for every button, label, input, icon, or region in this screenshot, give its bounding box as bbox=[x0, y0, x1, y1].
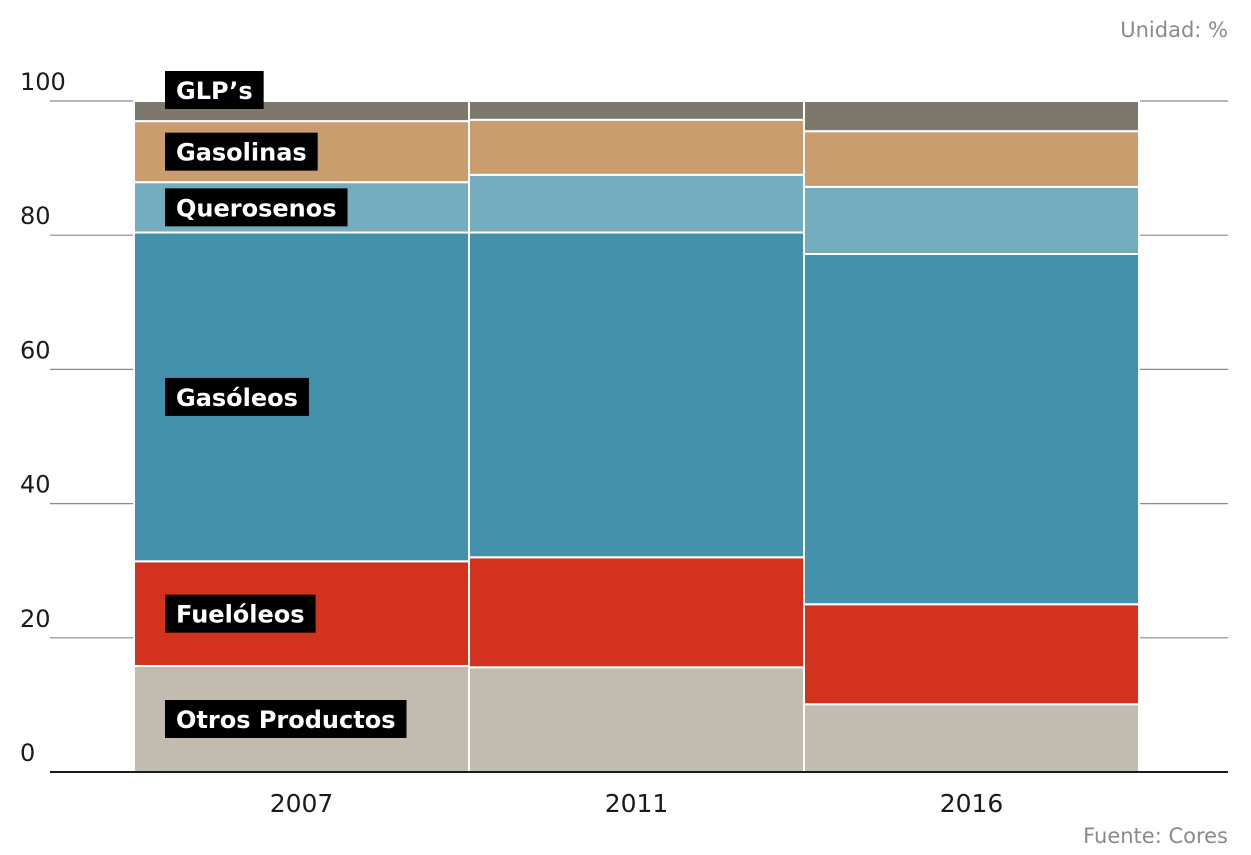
bar-segment bbox=[468, 666, 805, 773]
bar-segment bbox=[468, 556, 805, 669]
bar-segment bbox=[803, 603, 1140, 706]
series-label-background bbox=[165, 71, 264, 109]
source-label: Fuente: Cores bbox=[1083, 824, 1228, 848]
y-tick-label: 80 bbox=[20, 202, 51, 230]
bar-segment bbox=[468, 231, 805, 559]
series-label: Querosenos bbox=[165, 188, 348, 227]
y-tick-label: 0 bbox=[20, 739, 35, 767]
series-label-text: Gasóleos bbox=[176, 384, 298, 412]
bar-segment bbox=[803, 100, 1140, 133]
unit-label: Unidad: % bbox=[1120, 18, 1228, 42]
bar-segment bbox=[803, 130, 1140, 188]
bar-segment bbox=[803, 185, 1140, 255]
series-label: Gasóleos bbox=[165, 377, 309, 416]
y-tick-label: 100 bbox=[20, 68, 66, 96]
series-label: Otros Productos bbox=[165, 700, 407, 738]
series-label: Fuelóleos bbox=[165, 594, 316, 633]
x-tick-label: 2007 bbox=[270, 789, 334, 818]
bar-segment bbox=[803, 703, 1140, 773]
series-label-text: Otros Productos bbox=[176, 706, 396, 734]
series-label-background bbox=[165, 132, 318, 171]
series-label: Gasolinas bbox=[165, 132, 318, 171]
series-label-text: Fuelóleos bbox=[176, 601, 305, 629]
series-label-text: GLP’s bbox=[176, 77, 253, 105]
bar-segment bbox=[468, 173, 805, 234]
series-label-background bbox=[165, 188, 348, 227]
y-tick-label: 60 bbox=[20, 336, 51, 364]
series-label: GLP’s bbox=[165, 71, 264, 109]
y-axis-ticks: 0 20 40 60 80 100 bbox=[20, 68, 66, 767]
series-label-text: Gasolinas bbox=[176, 139, 307, 167]
bar-segment bbox=[468, 118, 805, 176]
series-labels: Otros Productos Fuelóleos Gasóleos Querosen… bbox=[165, 71, 407, 738]
y-tick-label: 40 bbox=[20, 471, 51, 499]
series-label-text: Querosenos bbox=[176, 194, 337, 222]
y-tick-label: 20 bbox=[20, 605, 51, 633]
series-label-background bbox=[165, 700, 407, 738]
x-tick-label: 2016 bbox=[940, 789, 1004, 818]
series-label-background bbox=[165, 594, 316, 633]
x-axis-labels: 2007 2011 2016 bbox=[270, 789, 1004, 818]
bar-segment bbox=[468, 100, 805, 121]
x-tick-label: 2011 bbox=[605, 789, 669, 818]
bar-segment bbox=[803, 252, 1140, 606]
series-label-background bbox=[165, 377, 309, 416]
